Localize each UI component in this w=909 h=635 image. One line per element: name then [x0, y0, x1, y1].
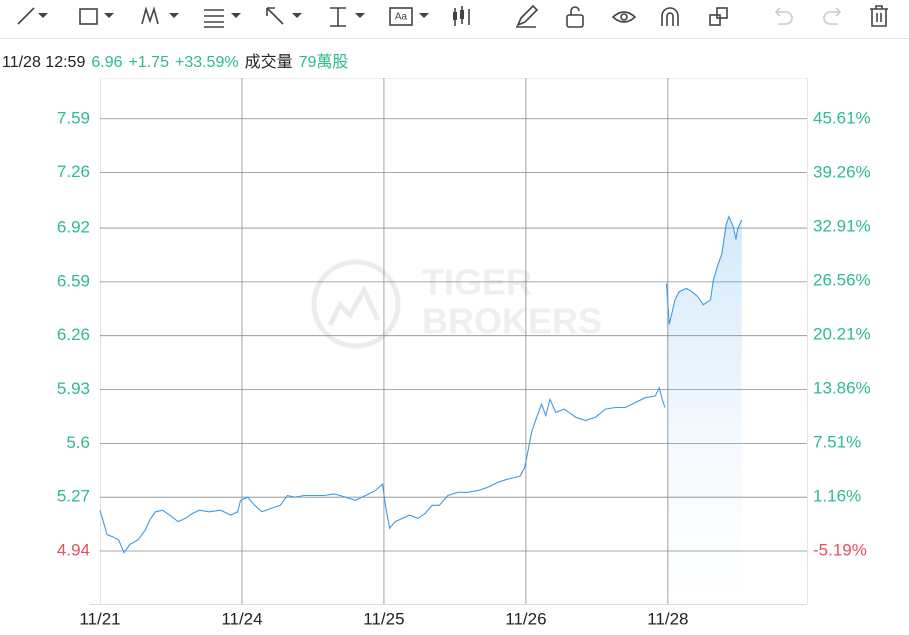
undo-tool[interactable] [774, 7, 793, 25]
change-pct: +33.59% [174, 54, 239, 71]
fib-tool[interactable] [204, 9, 241, 28]
x-tick-label: 11/24 [221, 609, 262, 628]
y2-tick-label: 26.56% [813, 270, 871, 289]
y-tick-label: 7.59 [57, 108, 90, 127]
line-tool[interactable] [17, 7, 48, 25]
eye-tool[interactable] [611, 11, 637, 23]
pattern-tool[interactable] [141, 6, 179, 25]
y-tick-label: 7.26 [57, 162, 90, 181]
y2-tick-label: 39.26% [813, 162, 871, 181]
y2-tick-label: 32.91% [813, 216, 871, 235]
price-line [665, 215, 743, 325]
y2-tick-label: -5.19% [813, 541, 867, 560]
x-tick-label: 11/26 [505, 609, 546, 628]
toolbar: Aa [0, 4, 909, 39]
delete-tool[interactable] [870, 5, 888, 27]
y2-tick-label: 13.86% [813, 378, 871, 397]
volume: 79萬股 [298, 54, 349, 71]
x-tick-label: 11/28 [647, 609, 688, 628]
time: 11/28 12:59 [2, 54, 86, 71]
volume-label: 成交量 [244, 54, 293, 71]
quote-info: 11/28 12:59 6.96 +1.75 +33.59% 成交量 79萬股 [2, 48, 354, 72]
y2-tick-label: 45.61% [813, 108, 871, 127]
magnet-tool[interactable] [661, 7, 679, 26]
y-tick-label: 6.59 [57, 271, 90, 290]
change: +1.75 [128, 54, 169, 71]
y-tick-label: 5.6 [66, 433, 90, 452]
y-tick-label: 5.93 [57, 379, 90, 398]
y2-tick-label: 1.16% [813, 486, 861, 505]
y-tick-label: 5.27 [57, 487, 90, 506]
arrow-tool[interactable] [266, 7, 302, 25]
y2-tick-label: 7.51% [813, 432, 861, 451]
watermark-logo [311, 259, 401, 349]
text-tool[interactable]: Aa [389, 7, 429, 26]
group-tool[interactable] [709, 7, 728, 26]
candle-tool[interactable] [453, 6, 470, 26]
lock-tool[interactable] [566, 6, 584, 28]
watermark: BROKERS [422, 301, 602, 342]
price-line [99, 386, 666, 554]
x-tick-label: 11/25 [363, 609, 404, 628]
rect-tool[interactable] [79, 8, 114, 25]
y-tick-label: 4.94 [57, 540, 90, 559]
y-tick-label: 6.92 [57, 218, 90, 237]
y-tick-label: 6.26 [57, 325, 90, 344]
edit-tool[interactable] [516, 4, 539, 28]
redo-tool[interactable] [823, 7, 842, 25]
svg-text:Aa: Aa [395, 12, 408, 23]
measure-tool[interactable] [330, 7, 365, 27]
price: 6.96 [91, 54, 123, 71]
area [666, 216, 742, 604]
y2-tick-label: 20.21% [813, 324, 871, 343]
x-tick-label: 11/21 [79, 609, 120, 628]
